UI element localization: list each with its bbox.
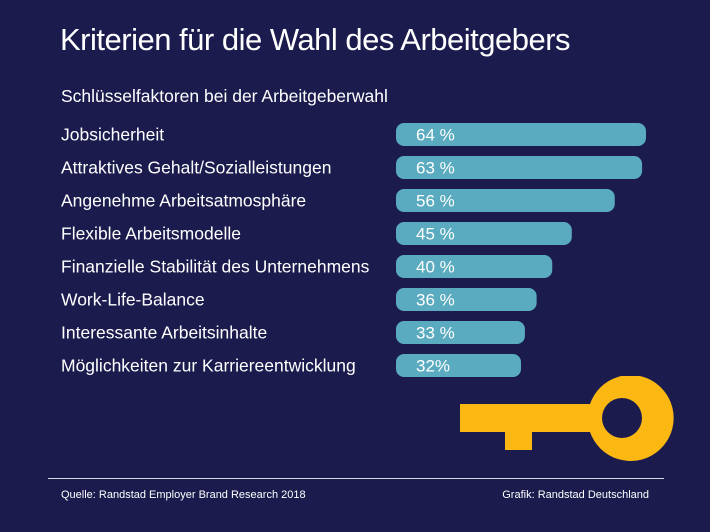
bar (396, 222, 572, 245)
footer-divider (48, 478, 664, 479)
bar (396, 288, 537, 311)
category-label: Interessante Arbeitsinhalte (61, 323, 267, 343)
value-label: 32% (416, 357, 450, 376)
bar (396, 354, 521, 377)
bar (396, 189, 615, 212)
value-label: 40 % (416, 258, 455, 277)
category-label: Work-Life-Balance (61, 290, 205, 310)
value-label: 64 % (416, 126, 455, 145)
value-label: 56 % (416, 192, 455, 211)
bar (396, 321, 525, 344)
chart-subtitle: Schlüsselfaktoren bei der Arbeitgeberwah… (61, 86, 388, 106)
graphic-credit: Grafik: Randstad Deutschland (502, 489, 649, 501)
source-note: Quelle: Randstad Employer Brand Research… (61, 489, 306, 501)
value-label: 45 % (416, 225, 455, 244)
value-label: 63 % (416, 159, 455, 178)
bar (396, 123, 646, 146)
bar (396, 156, 643, 179)
category-label: Finanzielle Stabilität des Unternehmens (61, 257, 370, 277)
category-label: Flexible Arbeitsmodelle (61, 224, 241, 244)
category-label: Attraktives Gehalt/Sozialleistungen (61, 158, 331, 178)
value-label: 33 % (416, 324, 455, 343)
category-label: Möglichkeiten zur Karriereentwicklung (61, 356, 356, 376)
bar (396, 255, 553, 278)
category-label: Jobsicherheit (61, 125, 164, 145)
category-label: Angenehme Arbeitsatmosphäre (61, 191, 306, 211)
key-icon (460, 376, 674, 461)
bar-chart: Jobsicherheit 64 % Attraktives Gehalt/Sozi… (61, 123, 646, 377)
chart-title: Kriterien für die Wahl des Arbeitgebers (60, 22, 571, 57)
value-label: 36 % (416, 291, 455, 310)
